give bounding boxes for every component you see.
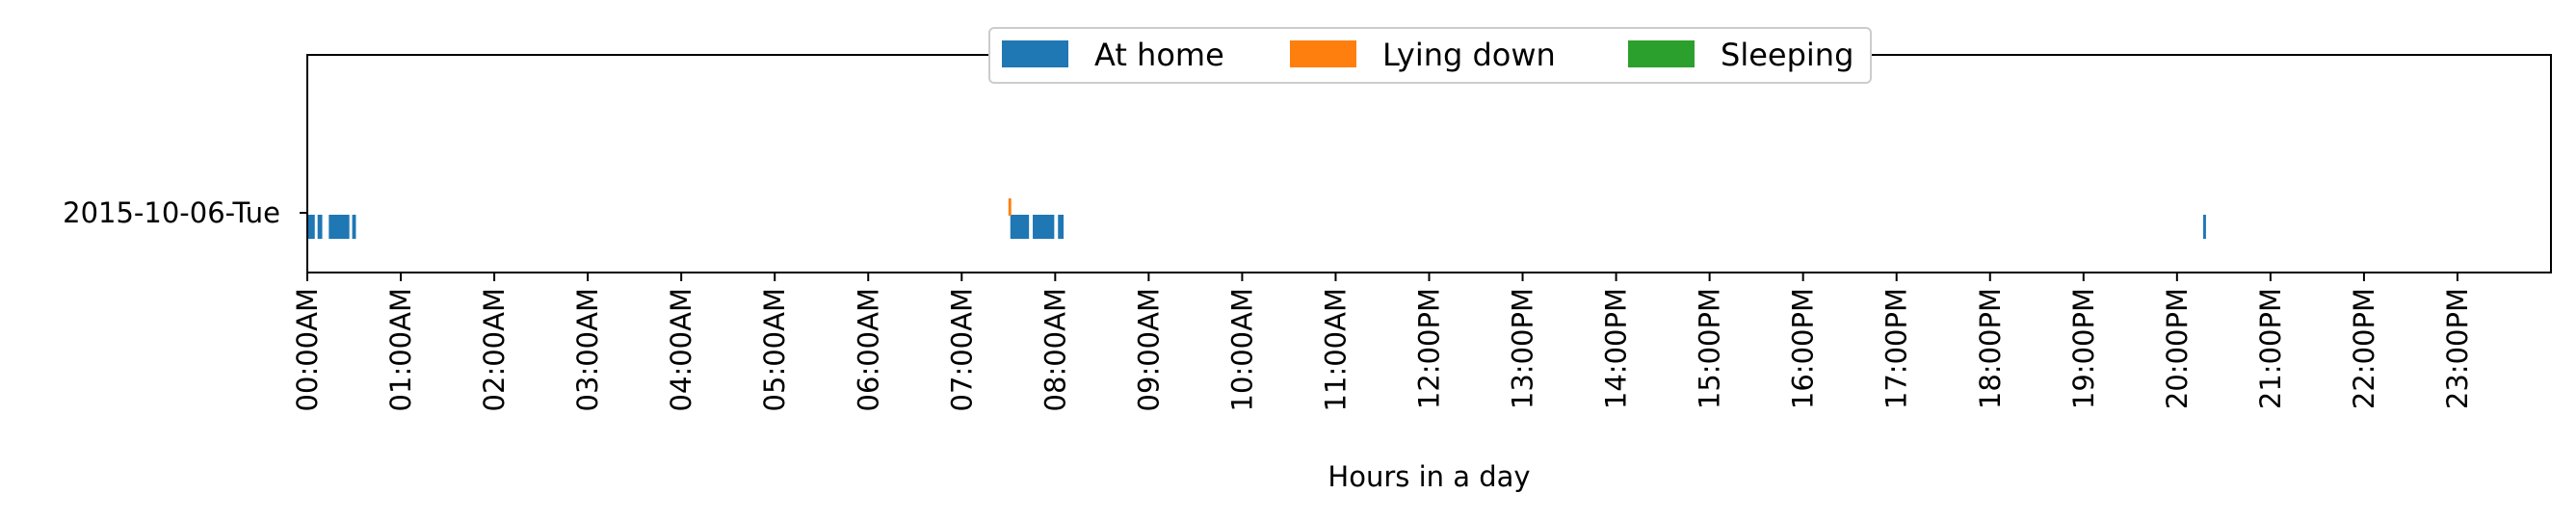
bar-at-home-6 <box>1058 215 1065 239</box>
x-tick-label: 01:00AM <box>384 288 417 411</box>
x-tick-label: 20:00PM <box>2161 288 2194 409</box>
bar-at-home-0 <box>307 215 315 239</box>
x-tick-label: 08:00AM <box>1038 288 1071 411</box>
bar-at-home-3 <box>352 215 356 239</box>
legend-swatch <box>1290 40 1356 67</box>
x-axis: 00:00AM 01:00AM 02:00AM 03:00AM 04:00AM 05:00… <box>291 273 2474 411</box>
x-tick-label: 04:00AM <box>665 288 697 411</box>
bar-at-home-4 <box>1010 215 1030 239</box>
x-tick-label: 17:00PM <box>1880 288 1913 409</box>
x-tick-label: 13:00PM <box>1507 288 1539 409</box>
x-tick-label: 06:00AM <box>852 288 884 411</box>
legend-swatch <box>1002 40 1068 67</box>
x-tick-label: 15:00PM <box>1694 288 1726 409</box>
y-tick-label: 2015-10-06-Tue <box>63 196 280 229</box>
legend: At home Lying down Sleeping <box>988 27 1872 84</box>
x-tick-label: 22:00PM <box>2348 288 2380 409</box>
bar-at-home-5 <box>1033 215 1055 239</box>
x-tick-label: 21:00PM <box>2254 288 2287 409</box>
bar-at-home-1 <box>317 215 323 239</box>
x-tick-label: 11:00AM <box>1319 288 1352 411</box>
legend-label: Sleeping <box>1721 37 1853 73</box>
legend-label: At home <box>1094 37 1224 73</box>
legend-swatch <box>1628 40 1695 67</box>
x-tick-label: 12:00PM <box>1413 288 1446 409</box>
x-tick-label: 00:00AM <box>291 288 324 411</box>
legend-label: Lying down <box>1382 37 1556 73</box>
x-tick-label: 05:00AM <box>758 288 791 411</box>
bar-at-home-2 <box>329 215 350 239</box>
x-tick-label: 10:00AM <box>1225 288 1258 411</box>
x-tick-label: 16:00PM <box>1787 288 1820 409</box>
activity-bars <box>307 198 2206 239</box>
x-tick-label: 09:00AM <box>1132 288 1165 411</box>
y-axis: 2015-10-06-Tue <box>63 196 307 229</box>
x-tick-label: 23:00PM <box>2441 288 2474 409</box>
plot-frame <box>306 54 2552 273</box>
x-axis-label: Hours in a day <box>1327 460 1530 493</box>
bar-at-home-7 <box>2203 215 2206 239</box>
x-tick-label: 19:00PM <box>2067 288 2100 409</box>
bar-lying-down-0 <box>1008 198 1012 216</box>
x-tick-label: 14:00PM <box>1600 288 1633 409</box>
x-tick-label: 03:00AM <box>571 288 604 411</box>
x-tick-label: 07:00AM <box>945 288 978 411</box>
x-tick-label: 02:00AM <box>478 288 511 411</box>
x-tick-label: 18:00PM <box>1974 288 2007 409</box>
